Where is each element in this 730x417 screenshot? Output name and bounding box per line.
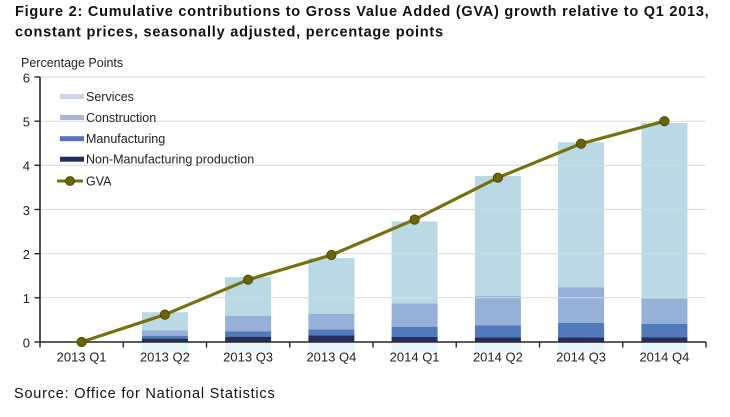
svg-text:Manufacturing: Manufacturing	[86, 132, 165, 146]
svg-text:3: 3	[23, 203, 30, 218]
svg-text:2014 Q4: 2014 Q4	[639, 350, 689, 365]
svg-text:constant prices, seasonally ad: constant prices, seasonally adjusted, pe…	[15, 25, 444, 41]
svg-text:2014 Q3: 2014 Q3	[556, 350, 606, 365]
svg-text:2013 Q1: 2013 Q1	[57, 350, 107, 365]
svg-text:4: 4	[23, 159, 30, 174]
svg-text:Non-Manufacturing production: Non-Manufacturing production	[86, 153, 254, 167]
svg-text:0: 0	[23, 335, 30, 350]
svg-text:2013 Q3: 2013 Q3	[223, 350, 273, 365]
svg-text:2013 Q2: 2013 Q2	[140, 350, 190, 365]
svg-text:GVA: GVA	[86, 175, 112, 189]
svg-text:Percentage Points: Percentage Points	[21, 56, 123, 70]
svg-text:2013 Q4: 2013 Q4	[306, 350, 356, 365]
svg-text:2: 2	[23, 247, 30, 262]
svg-text:Figure 2: Cumulative contribut: Figure 2: Cumulative contributions to Gr…	[15, 4, 709, 20]
svg-text:Source: Office for National St: Source: Office for National Statistics	[14, 386, 275, 402]
svg-text:5: 5	[23, 115, 30, 130]
svg-text:2014 Q1: 2014 Q1	[390, 350, 440, 365]
svg-text:2014 Q2: 2014 Q2	[473, 350, 523, 365]
svg-text:Services: Services	[86, 90, 134, 104]
svg-text:6: 6	[23, 70, 30, 85]
svg-text:Construction: Construction	[86, 111, 156, 125]
svg-text:1: 1	[23, 291, 30, 306]
